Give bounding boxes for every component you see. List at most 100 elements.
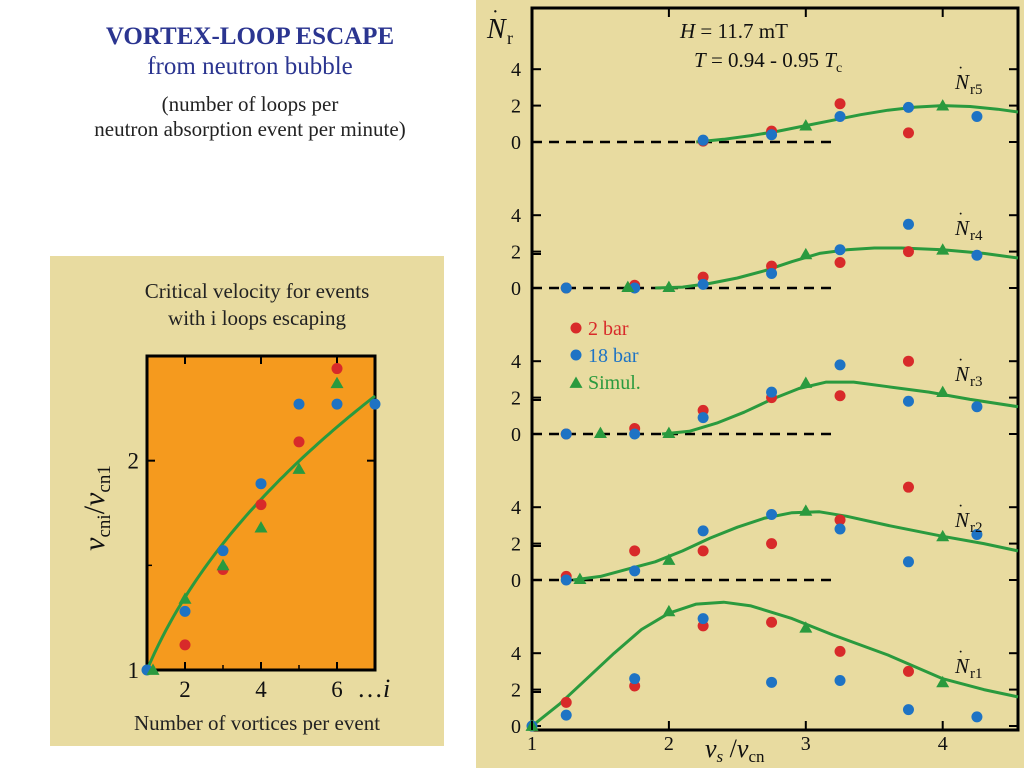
escape-rate-point-blue [629, 565, 641, 577]
escape-rate-point-blue [629, 673, 641, 685]
critical-velocity-point-green [330, 376, 344, 389]
escape-rate-point-blue [560, 574, 572, 586]
escape-rate-point-blue [971, 401, 983, 413]
escape-rate-point-red [834, 390, 846, 402]
escape-rate-point-blue [834, 244, 846, 256]
escape-rate-y-tick-label: 0 [511, 424, 521, 446]
escape-rate-point-red [834, 514, 846, 526]
legend-label: 2 bar [588, 318, 629, 340]
svg-text:r: r [507, 28, 513, 48]
escape-rate-simulation-curve [696, 104, 1019, 144]
svg-text:N: N [954, 508, 970, 532]
escape-rate-simulation-curve [531, 600, 1019, 728]
escape-rate-y-tick-label: 2 [511, 388, 521, 410]
svg-text:N: N [954, 362, 970, 386]
escape-rate-y-axis-label: N · r [486, 1, 513, 48]
critical-velocity-caption-line1: Critical velocity for events [145, 279, 370, 303]
legend: 2 bar 18 bar Simul. [569, 318, 641, 394]
critical-velocity-point-green [292, 462, 306, 474]
escape-rate-point-blue [902, 101, 914, 113]
svg-text:·: · [958, 644, 963, 661]
escape-rate-point-red [902, 481, 914, 493]
escape-rate-y-tick-label: 4 [511, 643, 521, 665]
escape-rate-x-axis-label: vs /vcn [705, 734, 765, 766]
critical-velocity-point-green [178, 592, 192, 604]
critical-velocity-x-axis-label: Number of vortices per event [134, 711, 380, 735]
escape-rate-point-blue [766, 676, 778, 688]
escape-rate-point-blue [834, 523, 846, 535]
critical-velocity-axis-ticks: 2 4 6 …i 1 2 [128, 356, 390, 703]
critical-velocity-point-blue [293, 398, 305, 410]
critical-velocity-point-green [146, 663, 160, 675]
escape-rate-y-tick-label: 0 [511, 570, 521, 592]
escape-rate-subplot-r1: 0 2 4 N· r1 [511, 600, 1019, 738]
escape-rate-point-green [936, 385, 950, 398]
legend-label: 18 bar [588, 345, 639, 367]
escape-rate-panel-background [476, 0, 1024, 768]
critical-velocity-points [141, 363, 381, 676]
escape-rate-point-green [936, 243, 950, 255]
escape-rate-x-tick-label: 2 [664, 733, 674, 755]
escape-rate-point-green [936, 99, 950, 111]
escape-rate-point-red [560, 696, 572, 708]
escape-rate-point-blue [560, 709, 572, 721]
escape-rate-point-green [573, 572, 587, 584]
critical-velocity-point-blue [331, 398, 343, 410]
escape-rate-point-blue [697, 134, 709, 146]
escape-rate-point-red [697, 545, 709, 557]
temperature-parameter: T = 0.94 - 0.95 Tc [694, 48, 842, 76]
escape-rate-x-tick-label: 1 [527, 733, 537, 755]
svg-text:·: · [958, 60, 963, 77]
escape-rate-x-tick-label: 4 [938, 733, 948, 755]
escape-rate-point-red [902, 665, 914, 677]
escape-rate-point-green [662, 553, 676, 565]
escape-rate-point-green [662, 426, 676, 438]
escape-rate-point-red [766, 616, 778, 628]
escape-rate-plot-frame [530, 6, 1020, 732]
escape-rate-point-blue [697, 525, 709, 537]
critical-velocity-x-tick-label: 2 [179, 677, 191, 702]
escape-rate-point-blue [902, 704, 914, 716]
escape-rate-point-green [593, 426, 607, 438]
critical-velocity-plot-area [145, 354, 377, 672]
escape-rate-point-blue [971, 249, 983, 261]
escape-rate-point-red [902, 355, 914, 367]
critical-velocity-y-tick-label: 1 [128, 658, 140, 683]
escape-rate-y-tick-label: 2 [511, 242, 521, 264]
escape-rate-point-blue [971, 111, 983, 123]
escape-rate-point-blue [971, 529, 983, 540]
escape-rate-point-red [629, 545, 641, 557]
escape-rate-point-green [799, 504, 813, 516]
escape-rate-subplot-r4: 0 2 4 N· r4 [511, 205, 1019, 300]
escape-rate-y-tick-label: 4 [511, 351, 521, 373]
escape-rate-x-ticks: 1 2 3 4 [527, 8, 948, 755]
escape-rate-point-green [799, 621, 813, 633]
escape-rate-point-blue [766, 129, 778, 141]
escape-rate-point-green [799, 376, 813, 388]
critical-velocity-point-green [254, 521, 268, 533]
escape-rate-point-blue [834, 111, 846, 123]
escape-rate-subplot-label: N· r4 [954, 206, 983, 244]
svg-text:N: N [954, 70, 970, 94]
escape-rate-y-tick-label: 0 [511, 132, 521, 154]
escape-rate-subplot-r2: 0 2 4 N· r2 [511, 481, 1019, 592]
escape-rate-subplot-label: N· r5 [954, 60, 983, 98]
critical-velocity-x-tick-label: 4 [255, 677, 267, 702]
escape-rate-y-tick-label: 0 [511, 278, 521, 300]
critical-velocity-point-blue [369, 398, 381, 410]
critical-velocity-point-red [293, 436, 305, 448]
escape-rate-point-blue [971, 711, 983, 723]
legend-item: Simul. [569, 372, 641, 394]
critical-velocity-point-blue [217, 545, 229, 557]
escape-rate-point-red [766, 538, 778, 550]
critical-velocity-y-tick-label: 2 [128, 449, 140, 474]
escape-rate-point-blue [697, 613, 709, 625]
critical-velocity-caption-line2: with i loops escaping [168, 306, 346, 330]
escape-rate-point-blue [560, 428, 572, 440]
field-parameter: H = 11.7 mT [679, 19, 788, 43]
escape-rate-y-tick-label: 4 [511, 497, 521, 519]
critical-velocity-point-red [331, 363, 343, 375]
escape-rate-point-red [834, 645, 846, 657]
